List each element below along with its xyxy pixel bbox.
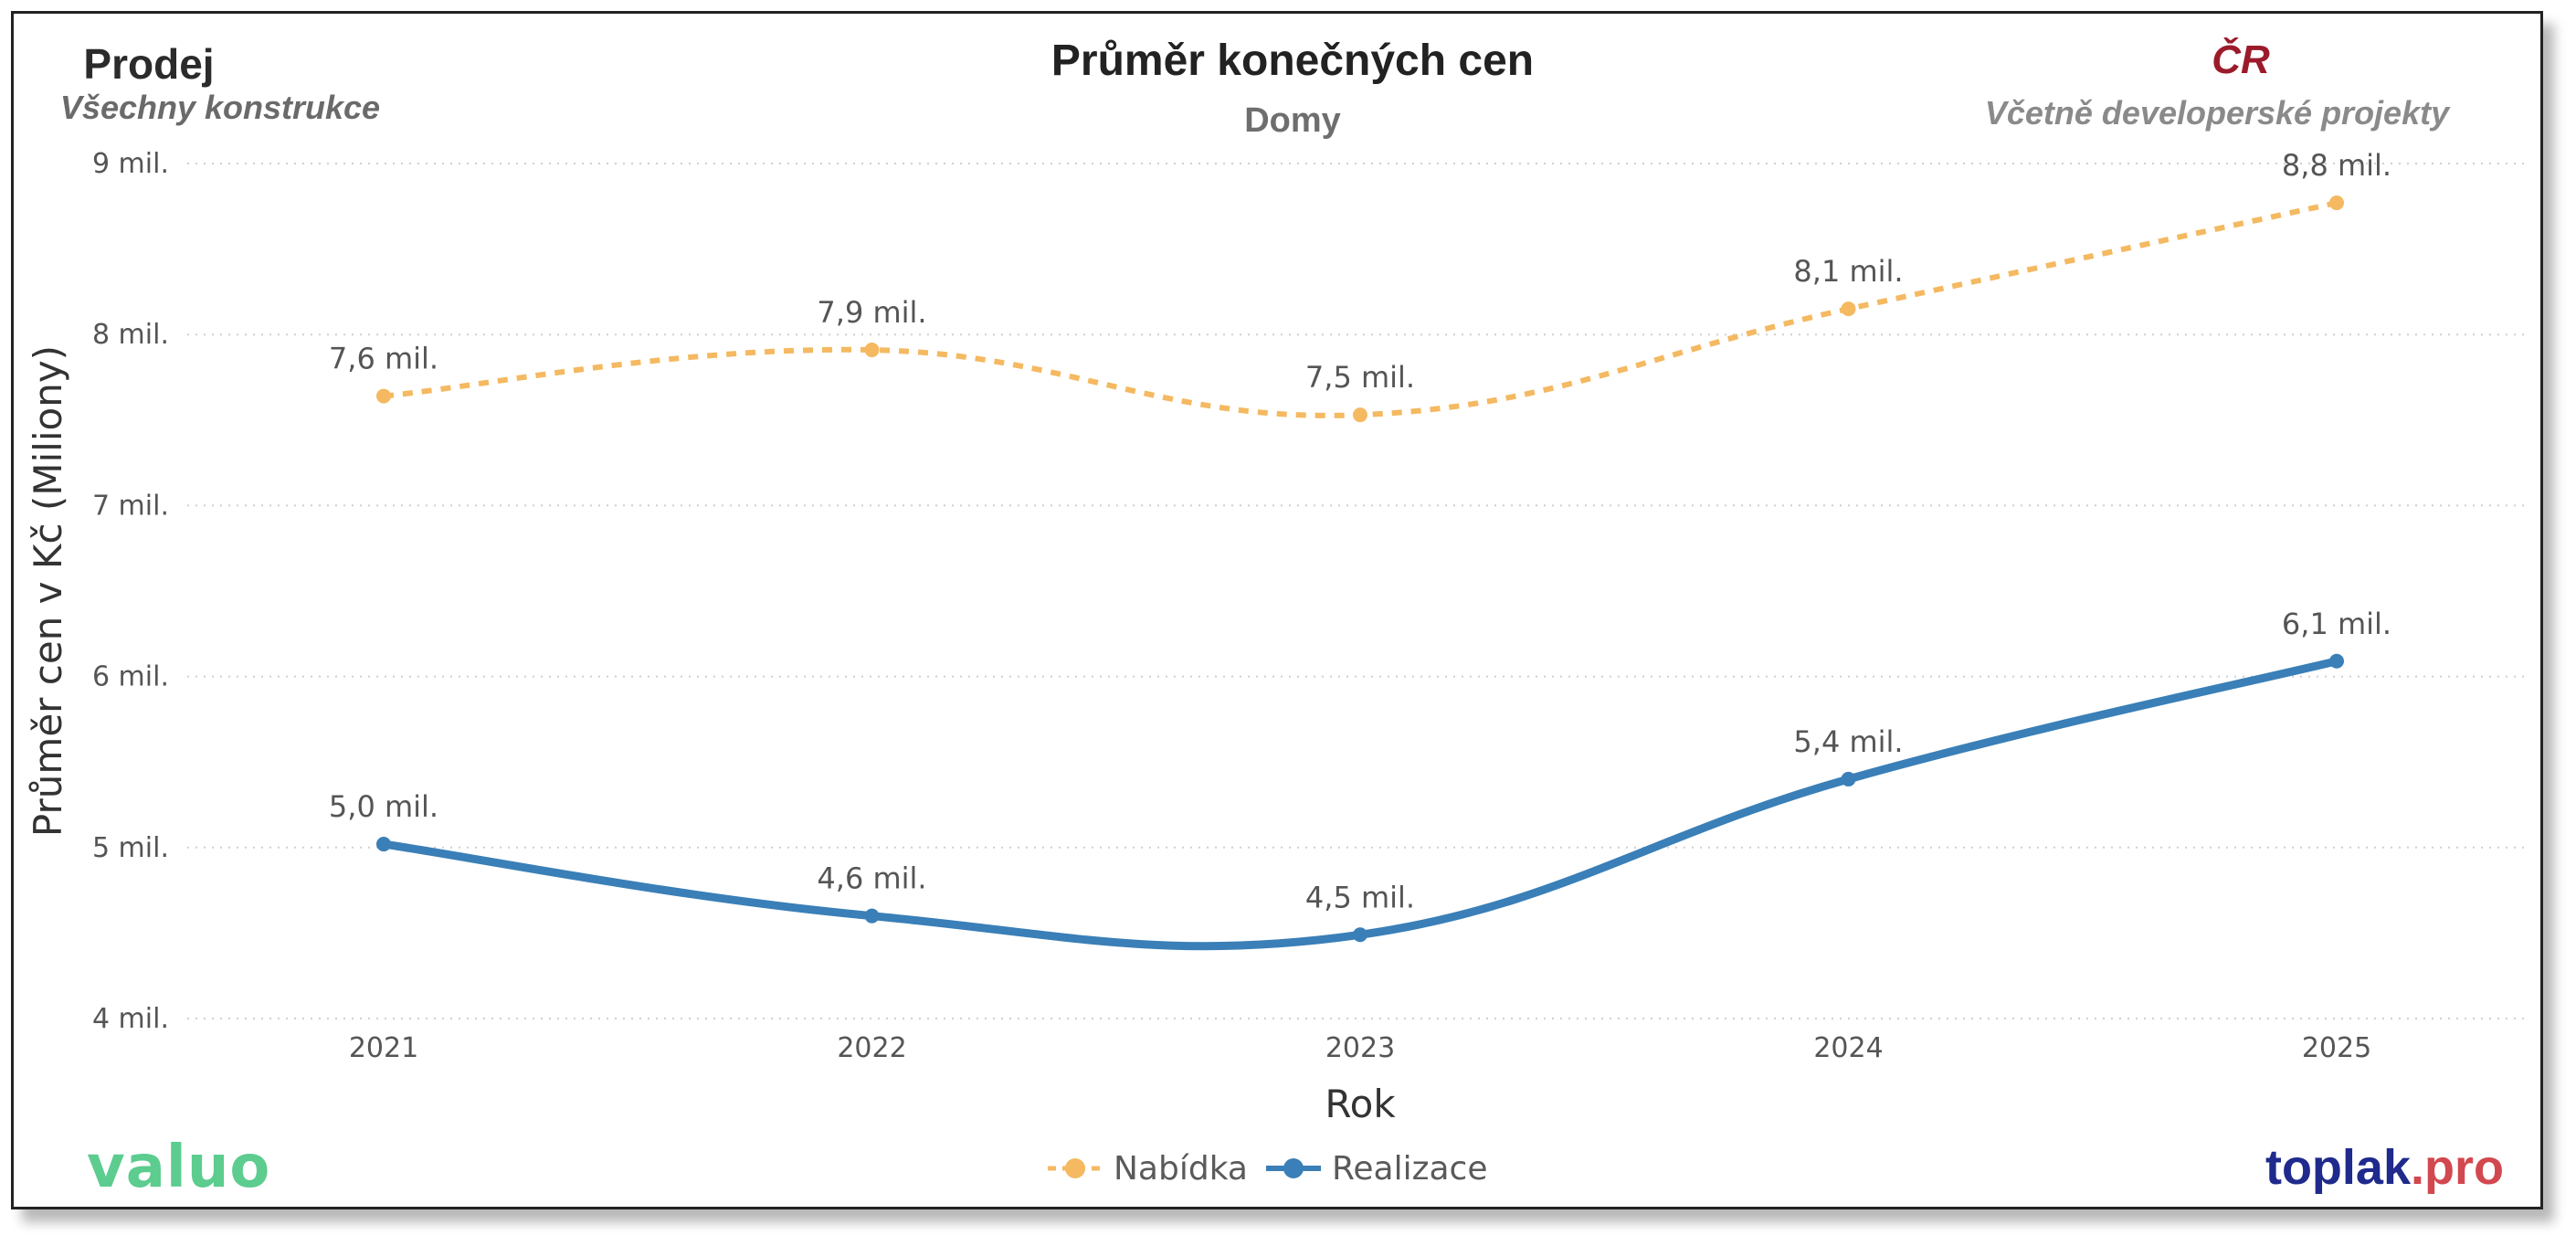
x-tick-label: 2025 [2302, 1032, 2371, 1064]
data-point-realizace [376, 837, 391, 852]
data-point-nabidka [1841, 301, 1856, 317]
data-point-realizace [1353, 927, 1367, 943]
data-label-nabidka: 8,8 mil. [2282, 148, 2391, 183]
y-tick-label: 9 mil. [92, 148, 169, 180]
data-point-realizace [2329, 653, 2344, 669]
legend-item-realizace: Realizace [1264, 1150, 1488, 1188]
data-label-realizace: 6,1 mil. [2282, 607, 2391, 641]
x-tick-label: 2024 [1813, 1032, 1883, 1064]
header-right-subtitle: Včetně developerské projekty [1984, 94, 2450, 132]
y-tick-label: 5 mil. [92, 832, 169, 864]
data-label-realizace: 4,6 mil. [817, 861, 926, 896]
toplak-logo-main: toplak [2265, 1140, 2411, 1195]
chart-subtitle: Domy [1244, 101, 1341, 140]
y-tick-label: 8 mil. [92, 319, 169, 351]
y-tick-label: 7 mil. [92, 490, 169, 522]
x-axis-title: Rok [1325, 1082, 1396, 1126]
x-tick-label: 2021 [349, 1032, 418, 1064]
data-point-nabidka [2329, 195, 2344, 211]
legend: Nabídka Realizace [1046, 1143, 1488, 1194]
toplak-logo-suffix: .pro [2411, 1140, 2504, 1195]
y-tick-label: 4 mil. [92, 1003, 169, 1035]
data-label-nabidka: 7,6 mil. [329, 342, 438, 376]
y-axis-title: Průměr cen v Kč (Miliony) [26, 345, 70, 837]
x-tick-label: 2022 [837, 1032, 906, 1064]
data-label-realizace: 5,0 mil. [329, 789, 438, 824]
legend-item-nabidka: Nabídka [1046, 1150, 1248, 1188]
data-point-nabidka [376, 388, 391, 404]
data-label-nabidka: 7,9 mil. [817, 295, 926, 330]
data-label-nabidka: 8,1 mil. [1793, 254, 1903, 289]
data-point-nabidka [864, 343, 880, 358]
chart-title: Průměr konečných cen [1050, 37, 1535, 85]
legend-label-nabidka: Nabídka [1114, 1149, 1248, 1188]
data-point-realizace [864, 908, 880, 924]
line-chart: 4 mil. 5 mil. 6 mil. 7 mil. 8 mil. 9 mil. 2021… [26, 148, 2530, 1126]
data-point-realizace [1841, 771, 1856, 787]
header-right-title: ČR [2212, 37, 2270, 82]
data-label-realizace: 4,5 mil. [1305, 880, 1415, 914]
legend-label-realizace: Realizace [1331, 1149, 1488, 1188]
legend-marker-realizace [1265, 1158, 1321, 1178]
chart-frame: Prodej Všechny konstrukce Průměr konečný… [11, 11, 2543, 1209]
data-label-realizace: 5,4 mil. [1793, 724, 1903, 759]
x-tick-label: 2023 [1325, 1032, 1395, 1064]
toplak-logo: toplak.pro [2265, 1139, 2504, 1196]
y-tick-label: 6 mil. [92, 661, 169, 693]
data-label-nabidka: 7,5 mil. [1305, 360, 1415, 395]
data-point-nabidka [1353, 407, 1367, 423]
legend-marker-nabidka [1048, 1158, 1103, 1178]
header-left-subtitle: Všechny konstrukce [59, 89, 381, 126]
header-left-title: Prodej [83, 40, 215, 88]
valuo-logo: valuo [87, 1134, 271, 1201]
